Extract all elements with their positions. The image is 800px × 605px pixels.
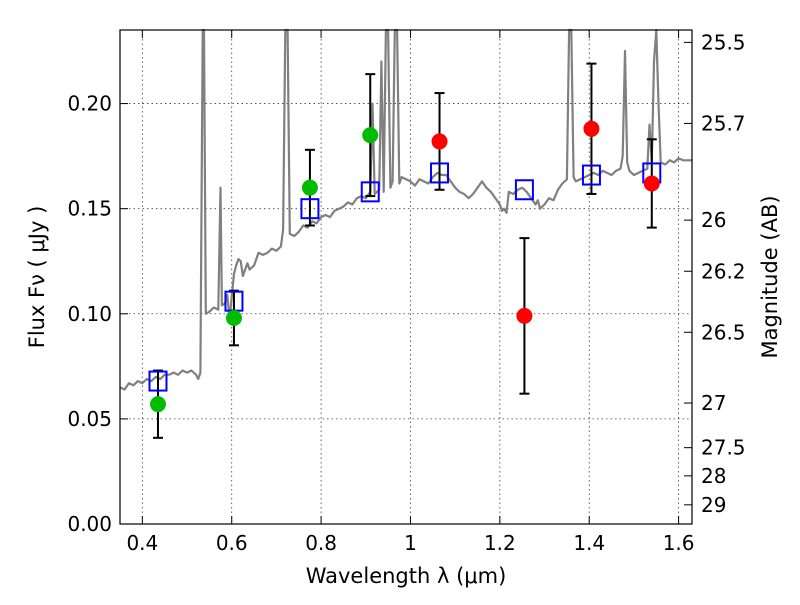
y-tick-label: 0.00 xyxy=(67,512,112,536)
x-tick-labels: 0.4 0.6 0.8 1 1.2 1.4 1.6 xyxy=(126,531,694,555)
y-tick-labels: 0.00 0.05 0.10 0.15 0.20 xyxy=(67,92,112,536)
y2-tick-label: 27 xyxy=(701,391,726,415)
y2-tick-label: 27.5 xyxy=(701,436,746,460)
y2-tick-label: 25.5 xyxy=(701,30,746,54)
y-tick-label: 0.10 xyxy=(67,302,112,326)
y2-tick-labels: 25.5 25.7 26 26.2 26.5 27 27.5 28 29 xyxy=(701,30,746,516)
x-tick-label: 0.6 xyxy=(216,531,248,555)
observed-point xyxy=(225,309,242,326)
y-axis-label: Flux Fν ( μJy ) xyxy=(25,206,49,349)
y-tick-label: 0.15 xyxy=(67,197,112,221)
model-photometry-point xyxy=(581,164,601,186)
y-tick-label: 0.20 xyxy=(67,92,112,116)
observed-photometry-layer xyxy=(149,120,660,413)
observed-point xyxy=(583,120,600,137)
y-tick-label: 0.05 xyxy=(67,407,112,431)
x-tick-label: 1.6 xyxy=(663,531,695,555)
observed-point xyxy=(301,179,318,196)
model-photometry-point xyxy=(360,181,380,203)
x-tick-label: 0.4 xyxy=(126,531,158,555)
x-axis-label: Wavelength λ (μm) xyxy=(306,564,507,588)
model-photometry-point xyxy=(148,370,168,392)
y2-tick-label: 28 xyxy=(701,464,726,488)
ticks xyxy=(120,30,692,525)
y2-tick-label: 26.2 xyxy=(701,259,746,283)
observed-point xyxy=(149,396,166,413)
observed-point xyxy=(362,127,379,144)
y2-tick-label: 29 xyxy=(701,493,726,517)
model-photometry-point xyxy=(300,198,320,220)
y2-tick-label: 26 xyxy=(701,208,726,232)
x-tick-label: 1.4 xyxy=(573,531,605,555)
x-tick-label: 1 xyxy=(404,531,417,555)
plot-frame xyxy=(119,29,693,525)
observed-point xyxy=(431,133,448,150)
y2-tick-label: 26.5 xyxy=(701,320,746,344)
x-tick-label: 1.2 xyxy=(484,531,516,555)
x-tick-label: 0.8 xyxy=(305,531,337,555)
plot-background xyxy=(120,30,692,524)
observed-point xyxy=(643,175,660,192)
model-photometry-point xyxy=(514,179,534,201)
y2-tick-label: 25.7 xyxy=(701,111,746,135)
model-photometry-layer xyxy=(148,162,662,392)
model-photometry-point xyxy=(430,162,450,184)
observed-point xyxy=(516,307,533,324)
y2-axis-label: Magnitude (AB) xyxy=(758,195,782,358)
